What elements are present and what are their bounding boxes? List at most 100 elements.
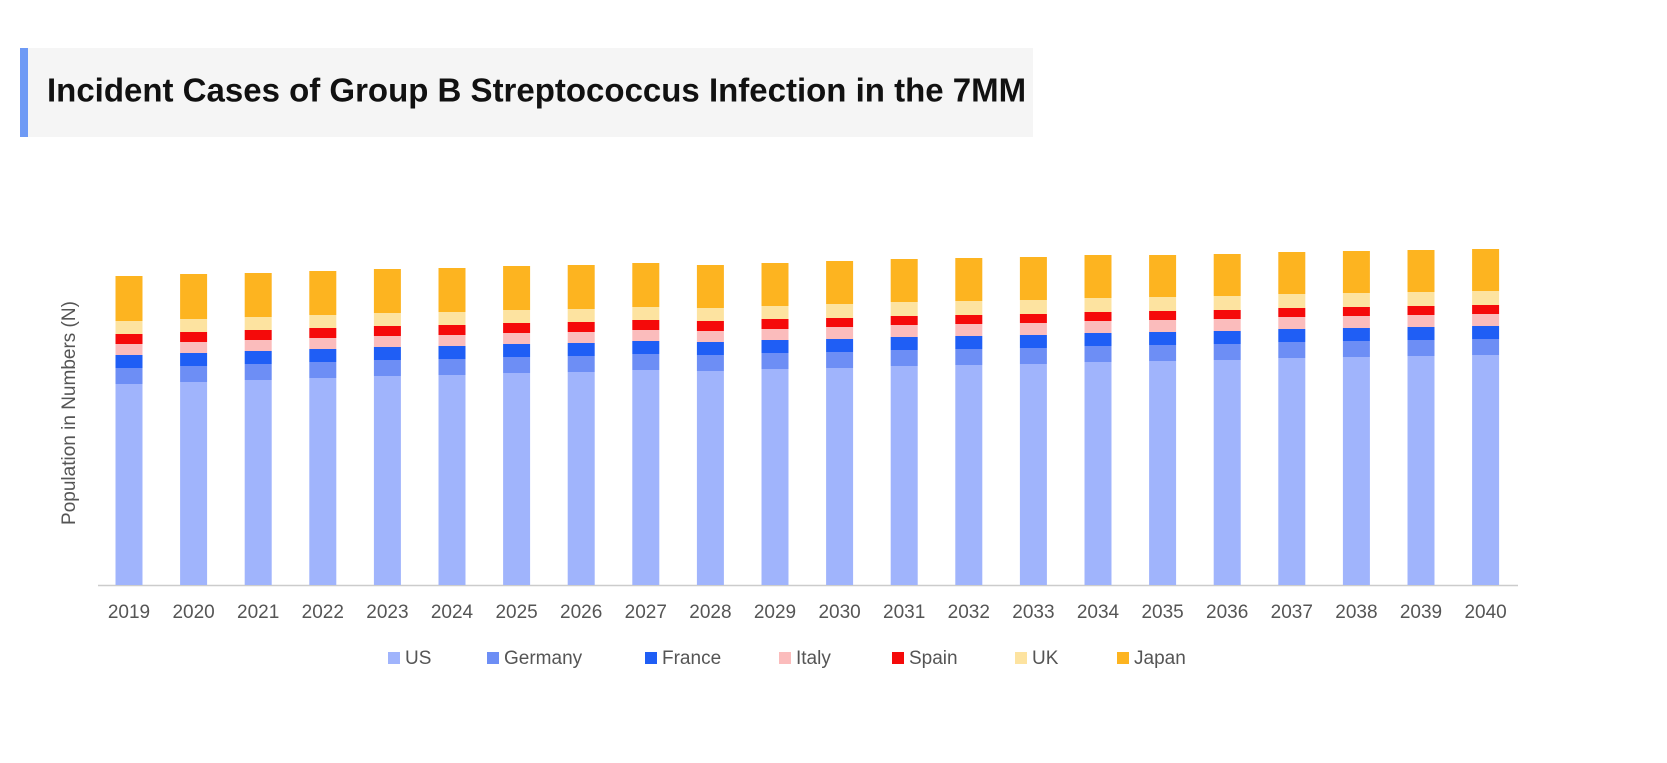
bar-segment [1149,361,1177,585]
bar-segment [890,337,918,350]
bar-segment [826,304,854,318]
bar-segment [1084,298,1112,312]
x-tick-label: 2019 [108,602,150,623]
bar-segment [373,360,401,376]
legend-label: Italy [796,648,831,669]
bar-segment [438,346,466,359]
bar-segment [1084,312,1112,321]
bar-segment [955,365,983,585]
bar-segment [567,265,595,309]
x-tick-label: 2024 [431,602,474,623]
bar-segment [1342,293,1370,307]
bar-segment [1084,321,1112,333]
bar-segment [180,332,208,342]
bar-segment [180,342,208,353]
x-tick-label: 2023 [366,602,408,623]
bar-segment [1407,356,1435,585]
legend-swatch [1015,652,1027,664]
x-tick-label: 2034 [1077,602,1120,623]
bar-segment [890,350,918,366]
bar-segment [1084,346,1112,362]
bar-segment [115,276,143,321]
bar-segment [696,265,724,308]
bar-segment [115,321,143,334]
bar-segment [1278,317,1306,329]
bar-segment [761,369,789,585]
legend-swatch [892,652,904,664]
bar-segment [1407,250,1435,292]
bar-segment [826,339,854,352]
bar-segment [1342,357,1370,585]
bar-segment [1342,307,1370,316]
bar-segment [115,355,143,368]
x-tick-label: 2020 [172,602,214,623]
bar-segment [1213,331,1241,344]
bar-segment [826,368,854,585]
bar-segment [1342,251,1370,293]
bar-segment [1213,319,1241,331]
bar-segment [309,315,337,328]
legend-swatch [1117,652,1129,664]
bar-segment [244,380,272,585]
bar-segment [373,336,401,347]
bar-segment [826,318,854,327]
bar-segment [1407,306,1435,315]
bar-segment [438,375,466,585]
bar-segment [503,373,531,585]
bar-segment [696,331,724,342]
bar-segment [438,312,466,325]
bar-segment [244,330,272,340]
bar-segment [890,325,918,337]
bar-segment [1019,300,1047,314]
bar-segment [1342,316,1370,328]
bar-segment [1472,339,1500,355]
y-axis-label: Population in Numbers (N) [59,301,80,525]
bar-segment [1278,329,1306,342]
bar-segment [180,319,208,332]
x-tick-label: 2027 [625,602,667,623]
bar-segment [826,327,854,339]
bar-segment [761,306,789,319]
x-tick-label: 2040 [1464,602,1506,623]
x-tick-label: 2030 [818,602,860,623]
bar-segment [1407,327,1435,340]
bar-segment [1084,255,1112,298]
legend-swatch [645,652,657,664]
bar-segment [1213,296,1241,310]
bar-segment [567,343,595,356]
bar-segment [1084,362,1112,585]
bar-segment [115,344,143,355]
x-tick-label: 2021 [237,602,279,623]
legend-label: France [662,648,721,669]
bar-segment [1472,249,1500,291]
bar-segment [761,353,789,369]
bar-segment [567,332,595,343]
bar-segment [826,261,854,304]
bar-segment [567,356,595,372]
bar-segment [1472,326,1500,339]
bar-segment [180,274,208,319]
bar-segment [1213,254,1241,296]
bar-segment [1149,297,1177,311]
bar-segment [1149,320,1177,332]
bar-segment [115,368,143,384]
bar-segment [115,334,143,344]
x-tick-label: 2038 [1335,602,1377,623]
bar-segment [180,353,208,366]
bar-segment [1149,311,1177,320]
bar-segment [696,342,724,355]
bar-segment [632,370,660,585]
bar-segment [503,266,531,310]
bar-segment [567,309,595,322]
bar-segment [503,333,531,344]
legend-swatch [779,652,791,664]
x-tick-label: 2035 [1141,602,1183,623]
bar-segment [955,324,983,336]
bar-segment [244,340,272,351]
bar-segment [244,317,272,330]
bar-segment [1213,360,1241,585]
bar-segment [1407,315,1435,327]
bar-segment [761,340,789,353]
bar-segment [1019,314,1047,323]
